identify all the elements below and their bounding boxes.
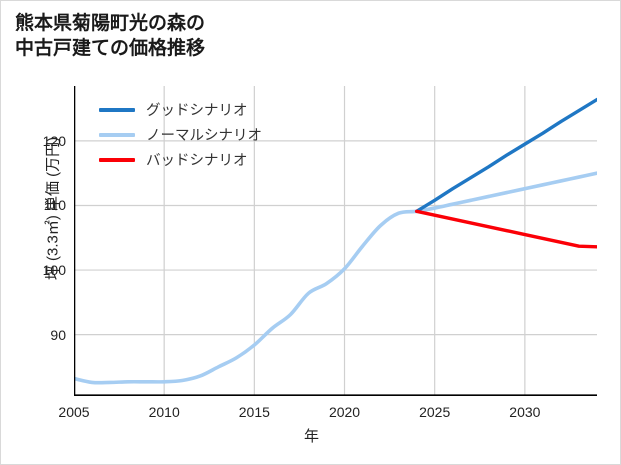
legend-label: ノーマルシナリオ [146, 128, 262, 144]
x-tick-label: 2020 [328, 404, 361, 420]
legend-item[interactable]: グッドシナリオ [99, 97, 262, 122]
x-axis-label: 年 [303, 428, 319, 445]
page-title: 熊本県菊陽町光の森の 中古戸建ての価格推移 [15, 13, 206, 60]
legend: グッドシナリオ ノーマルシナリオ バッドシナリオ [99, 97, 262, 172]
x-tick-label: 2030 [509, 404, 541, 420]
legend-label: グッドシナリオ [146, 103, 248, 119]
y-axis-label: 坪 (3.3㎡) 単価 (万円) [44, 136, 62, 281]
gridlines [74, 86, 597, 396]
legend-color-swatch [99, 107, 135, 112]
plot-area: 坪 (3.3㎡) 単価 (万円) [45, 86, 597, 396]
legend-item[interactable]: バッドシナリオ [99, 147, 262, 172]
legend-color-swatch [99, 157, 135, 162]
legend-item[interactable]: ノーマルシナリオ [99, 122, 262, 147]
x-tick-label: 2005 [58, 404, 90, 420]
plot-svg [74, 86, 597, 396]
x-tick-label: 2010 [148, 404, 180, 420]
x-tick-label: 2025 [419, 404, 451, 420]
series-lines [74, 97, 597, 385]
axis-lines [74, 86, 597, 396]
x-tick-label: 2015 [238, 404, 270, 420]
legend-label: バッドシナリオ [146, 153, 248, 169]
series-line [414, 97, 597, 213]
legend-color-swatch [99, 132, 135, 137]
series-line [414, 209, 597, 249]
series-line [74, 171, 597, 385]
